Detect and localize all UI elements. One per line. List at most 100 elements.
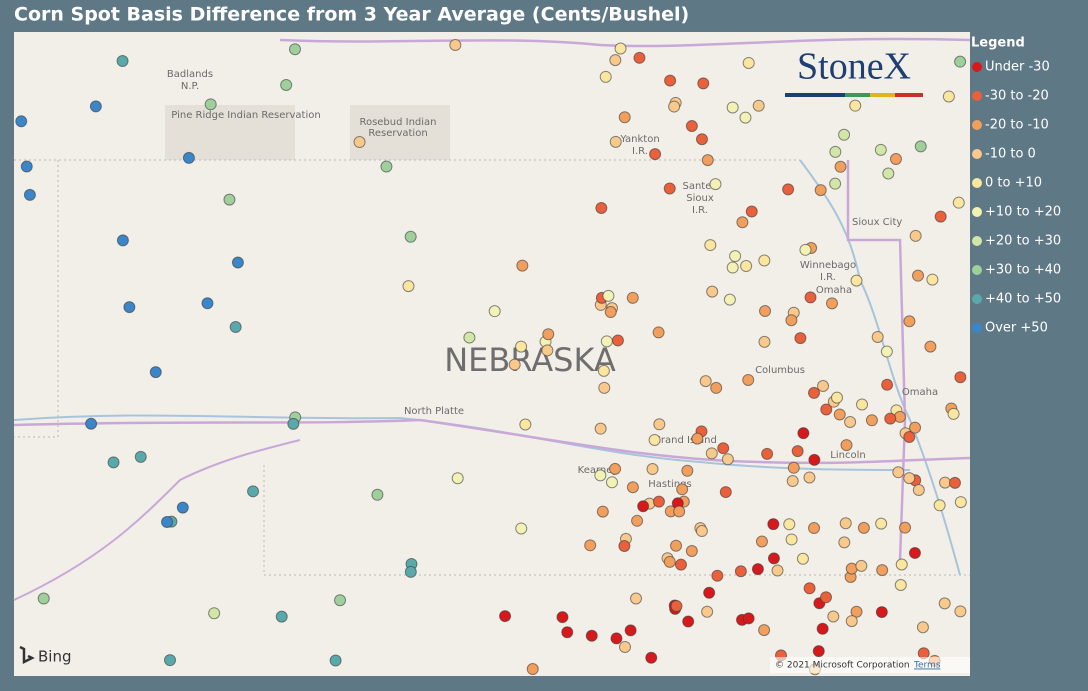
station-marker: [876, 564, 889, 577]
map-label: Reservation: [368, 128, 427, 139]
station-marker: [939, 476, 952, 489]
station-marker: [820, 591, 833, 604]
map-label: Columbus: [755, 365, 805, 376]
station-marker: [881, 378, 894, 391]
station-marker: [353, 136, 366, 149]
station-marker: [611, 334, 624, 347]
station-marker: [516, 259, 529, 272]
station-marker: [663, 182, 676, 195]
reservation-area: [165, 105, 295, 160]
station-marker: [791, 445, 804, 458]
station-marker: [449, 38, 462, 51]
station-marker: [116, 234, 129, 247]
station-marker: [624, 624, 637, 637]
station-marker: [799, 243, 812, 256]
station-marker: [116, 55, 129, 68]
station-marker: [782, 183, 795, 196]
station-marker: [827, 610, 840, 623]
station-marker: [598, 381, 611, 394]
station-marker: [816, 622, 829, 635]
station-marker: [208, 607, 221, 620]
station-marker: [755, 535, 768, 548]
station-marker: [107, 456, 120, 469]
station-marker: [785, 314, 798, 327]
map-label: Omaha: [816, 285, 852, 296]
station-marker: [618, 640, 631, 653]
station-marker: [609, 54, 622, 67]
station-marker: [909, 421, 922, 434]
station-marker: [204, 98, 217, 111]
station-marker: [808, 386, 821, 399]
station-marker: [739, 111, 752, 124]
logo-bar: [845, 93, 870, 97]
station-marker: [645, 651, 658, 664]
legend-swatch: [972, 62, 982, 72]
map-label: Lincoln: [830, 450, 865, 461]
station-marker: [719, 486, 732, 499]
station-marker: [875, 606, 888, 619]
station-marker: [926, 273, 939, 286]
station-marker: [803, 471, 816, 484]
station-marker: [954, 371, 967, 384]
station-marker: [825, 297, 838, 310]
station-marker: [23, 188, 36, 201]
legend-label: Under -30: [985, 60, 1050, 75]
station-marker: [526, 663, 539, 676]
station-marker: [787, 461, 800, 474]
station-marker: [701, 154, 714, 167]
station-marker: [933, 499, 946, 512]
map-label: Pine Ridge Indian Reservation: [171, 110, 320, 121]
station-marker: [954, 605, 967, 618]
station-marker: [201, 297, 214, 310]
station-marker: [740, 260, 753, 273]
station-marker: [899, 521, 912, 534]
legend-label: +10 to +20: [985, 205, 1061, 220]
station-marker: [646, 463, 659, 476]
station-marker: [924, 340, 937, 353]
station-marker: [515, 340, 528, 353]
legend-label: +30 to +40: [985, 263, 1061, 278]
station-marker: [736, 216, 749, 229]
highway: [846, 160, 907, 561]
station-marker: [630, 592, 643, 605]
station-marker: [633, 51, 646, 64]
station-marker: [717, 442, 730, 455]
station-marker: [618, 539, 631, 552]
legend-swatch: [972, 294, 982, 304]
station-marker: [709, 178, 722, 191]
station-marker: [875, 517, 888, 530]
station-marker: [134, 450, 147, 463]
station-marker: [508, 358, 521, 371]
station-marker: [542, 328, 555, 341]
station-marker: [599, 70, 612, 83]
station-marker: [884, 412, 897, 425]
station-marker: [758, 335, 771, 348]
legend-swatch: [972, 91, 982, 101]
station-marker: [176, 501, 189, 514]
legend-swatch: [972, 120, 982, 130]
legend-label: +40 to +50: [985, 292, 1061, 307]
station-marker: [705, 447, 718, 460]
station-marker: [908, 546, 921, 559]
station-marker: [463, 331, 476, 344]
terms-link[interactable]: Terms: [913, 661, 941, 671]
station-marker: [653, 418, 666, 431]
station-marker: [840, 439, 853, 452]
station-marker: [834, 160, 847, 173]
station-marker: [767, 518, 780, 531]
station-marker: [942, 90, 955, 103]
station-marker: [742, 56, 755, 69]
station-marker: [829, 177, 842, 190]
station-marker: [663, 555, 676, 568]
station-marker: [229, 321, 242, 334]
legend-swatch: [972, 149, 982, 159]
station-marker: [404, 565, 417, 578]
station-marker: [600, 335, 613, 348]
station-marker: [808, 522, 821, 535]
logo: StoneX: [797, 46, 911, 88]
station-marker: [329, 654, 342, 667]
legend: Under -30 -30 to -20 -20 to -10 -10 to 0 0 t…: [972, 60, 1061, 336]
station-marker: [556, 611, 569, 624]
station-marker: [287, 417, 300, 430]
station-marker: [637, 500, 650, 513]
